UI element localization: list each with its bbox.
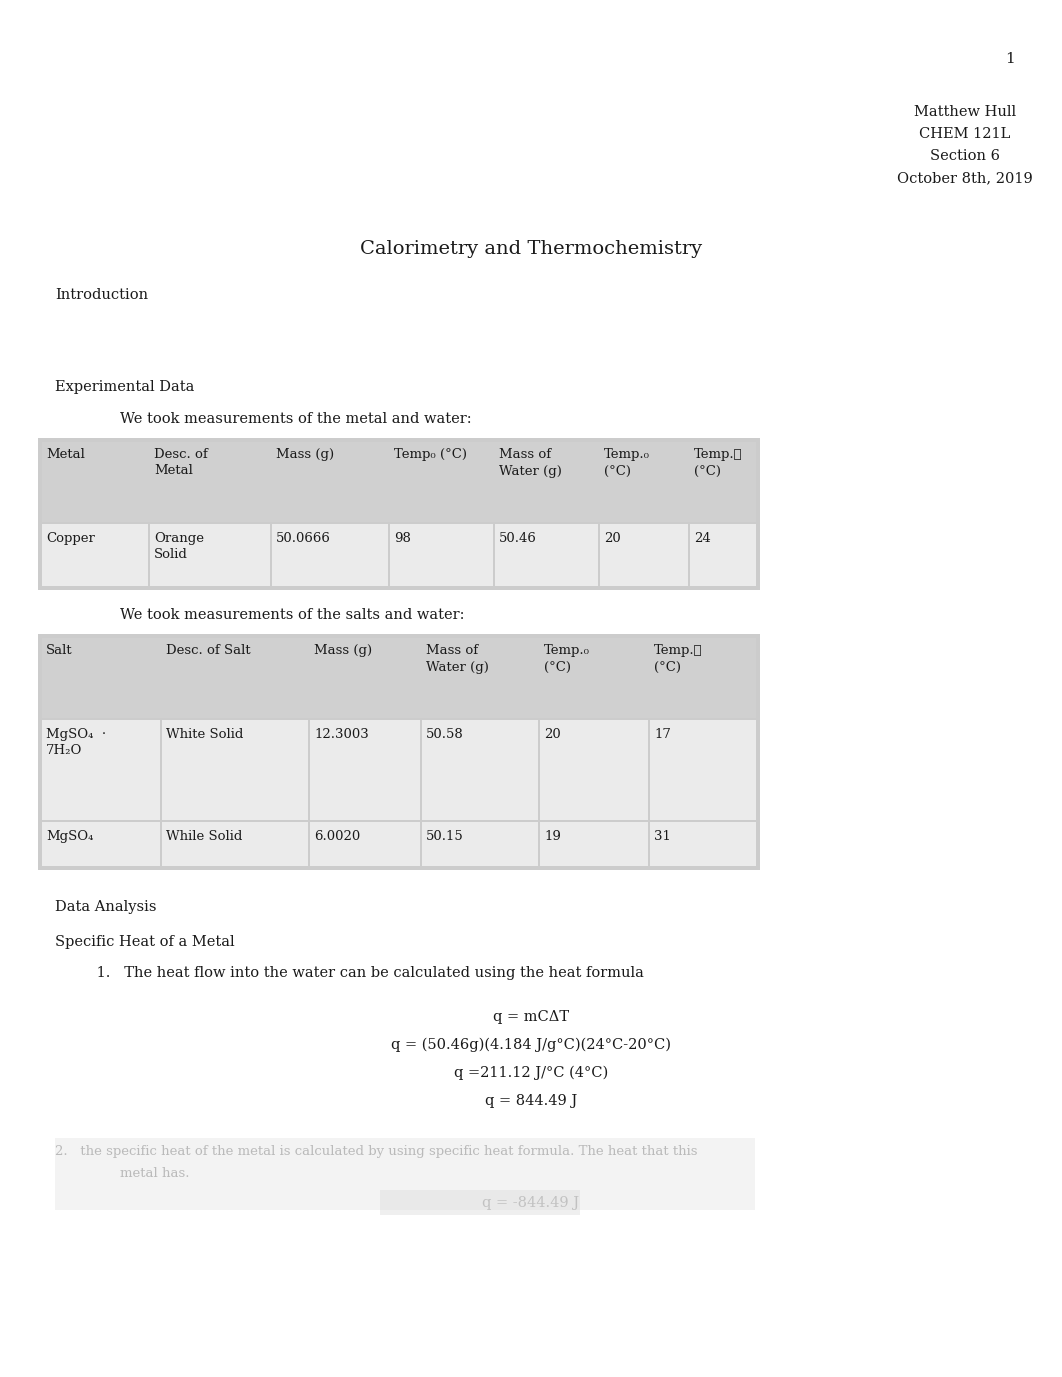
Text: 50.0666: 50.0666	[276, 532, 331, 545]
Bar	[42, 442, 756, 522]
Text: 2.   the specific heat of the metal is calculated by using specific heat formula: 2. the specific heat of the metal is cal…	[55, 1146, 698, 1158]
Text: q =211.12 J/°C (4°C): q =211.12 J/°C (4°C)	[453, 1066, 609, 1081]
Bar	[42, 720, 160, 819]
Text: Desc. of Salt: Desc. of Salt	[166, 644, 251, 657]
Bar	[150, 525, 270, 587]
Text: Temp.⁦
(°C): Temp.⁦ (°C)	[693, 448, 742, 478]
Text: While Solid: While Solid	[166, 830, 242, 843]
Text: White Solid: White Solid	[166, 728, 243, 741]
Text: 98: 98	[394, 532, 411, 545]
Text: MgSO₄: MgSO₄	[46, 830, 93, 843]
Text: Salt: Salt	[46, 644, 72, 657]
Text: metal has.: metal has.	[120, 1166, 189, 1180]
Text: We took measurements of the metal and water:: We took measurements of the metal and wa…	[120, 412, 472, 425]
Text: 20: 20	[544, 728, 561, 741]
Bar	[162, 720, 308, 819]
Text: Temp.₀
(°C): Temp.₀ (°C)	[604, 448, 650, 478]
Text: We took measurements of the salts and water:: We took measurements of the salts and wa…	[120, 609, 464, 622]
Text: 6.0020: 6.0020	[314, 830, 360, 843]
Text: 24: 24	[693, 532, 710, 545]
Text: MgSO₄  ·
7H₂O: MgSO₄ · 7H₂O	[46, 728, 106, 757]
Bar	[422, 822, 538, 866]
Bar	[310, 720, 419, 819]
Text: Mass of
Water (g): Mass of Water (g)	[426, 644, 489, 673]
Bar	[390, 525, 493, 587]
Text: Desc. of
Metal: Desc. of Metal	[154, 448, 208, 478]
Text: 17: 17	[654, 728, 671, 741]
Bar	[539, 822, 648, 866]
Text: October 8th, 2019: October 8th, 2019	[897, 171, 1033, 185]
Text: Mass (g): Mass (g)	[276, 448, 335, 461]
Text: 19: 19	[544, 830, 561, 843]
Text: Temp.⁦
(°C): Temp.⁦ (°C)	[654, 644, 703, 673]
Bar	[495, 525, 598, 587]
Text: Matthew Hull: Matthew Hull	[914, 105, 1016, 118]
Text: Temp₀ (°C): Temp₀ (°C)	[394, 448, 467, 461]
Text: Experimental Data: Experimental Data	[55, 380, 194, 394]
Text: Mass of
Water (g): Mass of Water (g)	[499, 448, 562, 478]
Bar	[690, 525, 756, 587]
Text: CHEM 121L: CHEM 121L	[920, 127, 1011, 140]
Bar	[310, 822, 419, 866]
Text: Introduction: Introduction	[55, 288, 148, 302]
Text: 1.   The heat flow into the water can be calculated using the heat formula: 1. The heat flow into the water can be c…	[55, 967, 644, 980]
Bar	[539, 720, 648, 819]
Text: Calorimetry and Thermochemistry: Calorimetry and Thermochemistry	[360, 240, 702, 257]
Bar	[650, 822, 756, 866]
Bar	[55, 1137, 755, 1210]
Bar	[162, 822, 308, 866]
Text: q = mCΔT: q = mCΔT	[493, 1009, 569, 1024]
Text: 50.15: 50.15	[426, 830, 464, 843]
Text: 50.58: 50.58	[426, 728, 464, 741]
Text: q = -844.49 J: q = -844.49 J	[482, 1197, 580, 1210]
Bar	[42, 638, 756, 717]
Bar	[38, 438, 760, 589]
Text: Orange
Solid: Orange Solid	[154, 532, 204, 562]
Bar	[38, 633, 760, 870]
Text: 20: 20	[604, 532, 621, 545]
Text: q = 844.49 J: q = 844.49 J	[485, 1093, 577, 1108]
Text: 50.46: 50.46	[499, 532, 537, 545]
Text: Section 6: Section 6	[930, 149, 1000, 162]
Text: Temp.₀
(°C): Temp.₀ (°C)	[544, 644, 590, 673]
Bar	[272, 525, 388, 587]
Text: 1: 1	[1005, 52, 1015, 66]
Text: q = (50.46g)(4.184 J/g°C)(24°C-20°C): q = (50.46g)(4.184 J/g°C)(24°C-20°C)	[391, 1038, 671, 1052]
Bar	[600, 525, 688, 587]
Bar	[650, 720, 756, 819]
Text: Specific Heat of a Metal: Specific Heat of a Metal	[55, 935, 235, 949]
Bar	[380, 1190, 580, 1215]
Text: Mass (g): Mass (g)	[314, 644, 372, 657]
Bar	[42, 525, 148, 587]
Bar	[422, 720, 538, 819]
Bar	[42, 822, 160, 866]
Text: Copper: Copper	[46, 532, 95, 545]
Text: Data Analysis: Data Analysis	[55, 901, 156, 914]
Text: 12.3003: 12.3003	[314, 728, 369, 741]
Text: 31: 31	[654, 830, 671, 843]
Text: Metal: Metal	[46, 448, 85, 461]
